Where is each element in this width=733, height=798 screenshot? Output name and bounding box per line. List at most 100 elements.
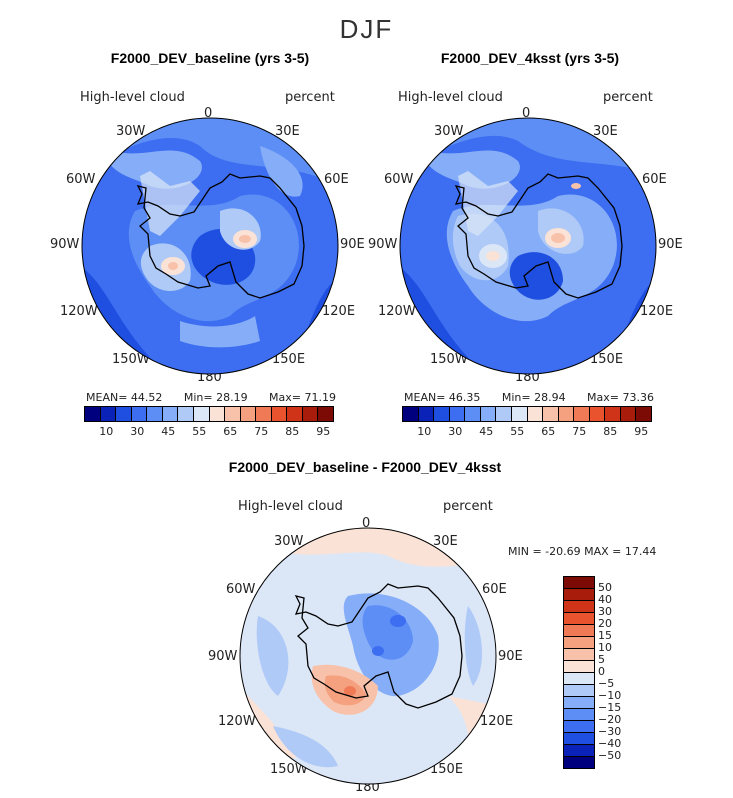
colorbar-tick-label: 10 (598, 641, 612, 654)
colorbar-4ksst (402, 406, 652, 422)
lon-label-60w: 60W (384, 172, 414, 187)
colorbar-tick-label: 85 (603, 425, 618, 438)
lon-label-90e: 90E (498, 649, 523, 664)
colorbar-tick-label: 95 (634, 425, 649, 438)
lon-label-30w: 30W (434, 124, 464, 139)
lon-label-150w: 150W (270, 762, 308, 777)
colorbar-tick-label: −5 (598, 677, 615, 690)
colorbar-tick-label: −30 (598, 725, 622, 738)
polar-map-difference (239, 527, 497, 785)
colorbar-swatch (605, 407, 621, 421)
colorbar-swatch (240, 407, 257, 421)
colorbar-swatch (564, 745, 594, 757)
diff-panel-units: percent (443, 499, 493, 514)
polar-map-4ksst (399, 117, 657, 375)
colorbar-swatch (178, 407, 194, 421)
colorbar-tick-label: 65 (541, 425, 556, 438)
colorbar-swatch (558, 407, 575, 421)
diff-panel-variable: High-level cloud (238, 499, 343, 514)
lon-label-30w: 30W (116, 124, 146, 139)
lon-label-150e: 150E (590, 352, 624, 367)
colorbar-labels-difference: 50 40 30 20 15 10 5 0 −5 −10 −15 −20 −30 −40 −50 (598, 576, 658, 776)
stats-baseline: MEAN= 44.52 Min= 28.19 Max= 71.19 (86, 391, 336, 404)
lon-label-120e: 120E (322, 304, 356, 319)
colorbar-swatch (225, 407, 241, 421)
colorbar-tick-label: 65 (223, 425, 238, 438)
lon-label-120e: 120E (480, 714, 514, 729)
colorbar-swatch (209, 407, 226, 421)
lon-label-0: 0 (522, 106, 531, 121)
colorbar-labels-4ksst: 10 30 45 55 65 75 85 95 (402, 425, 650, 439)
lon-label-30e: 30E (275, 124, 300, 139)
colorbar-tick-label: 10 (417, 425, 432, 438)
lon-label-0: 0 (204, 106, 213, 121)
colorbar-tick-label: 0 (598, 665, 605, 678)
panel-units-baseline: percent (285, 90, 335, 105)
colorbar-tick-label: 55 (510, 425, 525, 438)
colorbar-tick-label: −50 (598, 749, 622, 762)
colorbar-tick-label: 50 (598, 581, 612, 594)
colorbar-swatch (564, 577, 594, 589)
diff-panel-title: F2000_DEV_baseline - F2000_DEV_4ksst (228, 459, 502, 475)
colorbar-swatch (434, 407, 450, 421)
lon-label-150w: 150W (430, 352, 468, 367)
colorbar-tick-label: 40 (598, 593, 612, 606)
colorbar-baseline (84, 406, 334, 422)
lon-label-150e: 150E (272, 352, 306, 367)
polar-map-baseline (81, 117, 339, 375)
colorbar-swatch (564, 589, 594, 601)
lon-label-30w: 30W (274, 534, 304, 549)
lon-label-150e: 150E (430, 762, 464, 777)
season-title: DJF (339, 14, 394, 44)
lon-label-90w: 90W (368, 237, 398, 252)
colorbar-tick-label: 95 (316, 425, 331, 438)
colorbar-swatch (480, 407, 497, 421)
colorbar-swatch (564, 661, 594, 673)
lon-label-150w: 150W (112, 352, 150, 367)
colorbar-difference (563, 576, 595, 769)
colorbar-swatch (100, 407, 117, 421)
colorbar-swatch (403, 407, 419, 421)
colorbar-swatch (256, 407, 272, 421)
colorbar-swatch (564, 601, 594, 613)
colorbar-tick-label: 15 (598, 629, 612, 642)
colorbar-swatch (564, 613, 594, 625)
lon-label-60w: 60W (66, 172, 96, 187)
colorbar-swatch (564, 697, 594, 709)
colorbar-swatch (564, 721, 594, 733)
colorbar-swatch (287, 407, 303, 421)
colorbar-swatch (564, 637, 594, 649)
colorbar-tick-label: 20 (598, 617, 612, 630)
lon-label-90e: 90E (658, 237, 683, 252)
colorbar-tick-label: 45 (161, 425, 176, 438)
lon-label-90w: 90W (50, 237, 80, 252)
panel-units-4ksst: percent (603, 90, 653, 105)
colorbar-tick-label: 45 (479, 425, 494, 438)
lon-label-90e: 90E (340, 237, 365, 252)
colorbar-tick-label: 75 (572, 425, 587, 438)
lon-label-60w: 60W (226, 582, 256, 597)
lon-label-60e: 60E (642, 172, 667, 187)
colorbar-tick-label: 30 (130, 425, 145, 438)
colorbar-tick-label: 5 (598, 653, 605, 666)
colorbar-swatch (302, 407, 319, 421)
colorbar-swatch (496, 407, 512, 421)
colorbar-swatch (636, 407, 651, 421)
panel-variable-4ksst: High-level cloud (398, 90, 503, 105)
colorbar-tick-label: 75 (254, 425, 269, 438)
colorbar-swatch (449, 407, 466, 421)
lon-label-120w: 120W (378, 304, 416, 319)
lon-label-120w: 120W (218, 714, 256, 729)
colorbar-swatch (418, 407, 435, 421)
colorbar-swatch (543, 407, 559, 421)
colorbar-swatch (85, 407, 101, 421)
lon-label-30e: 30E (593, 124, 618, 139)
colorbar-swatch (131, 407, 148, 421)
colorbar-tick-label: −40 (598, 737, 622, 750)
panel-variable-baseline: High-level cloud (80, 90, 185, 105)
colorbar-tick-label: 30 (598, 605, 612, 618)
panel-title-baseline: F2000_DEV_baseline (yrs 3-5) (110, 50, 310, 66)
colorbar-swatch (193, 407, 210, 421)
colorbar-swatch (564, 757, 594, 768)
diff-minmax: MIN = -20.69 MAX = 17.44 (508, 545, 657, 558)
